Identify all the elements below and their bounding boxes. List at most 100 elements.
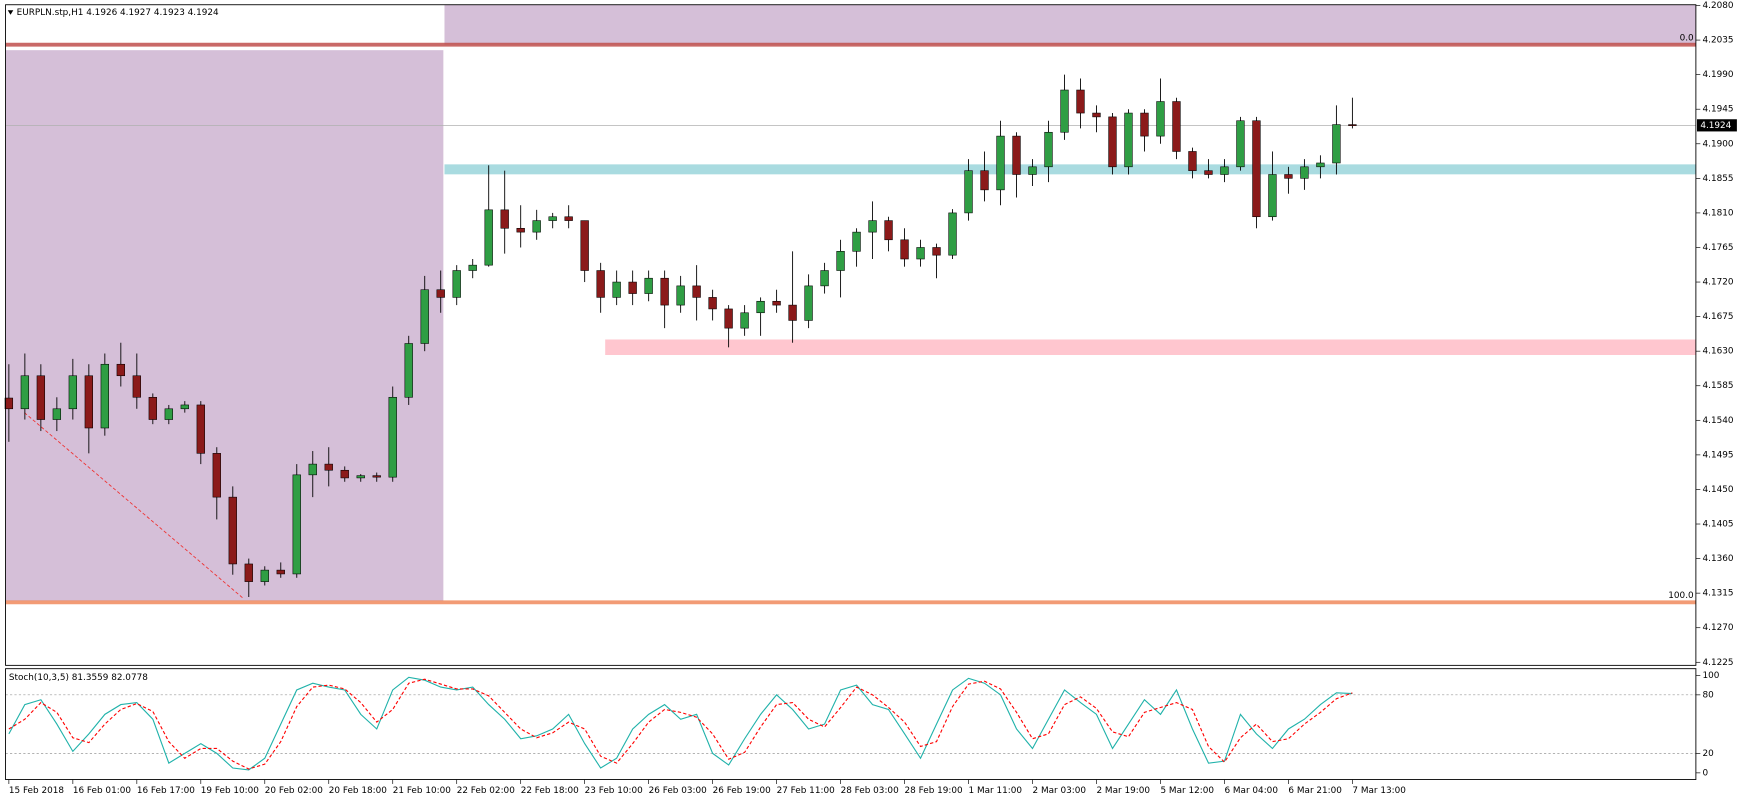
x-tick-label: 28 Feb 19:00 — [905, 786, 963, 796]
y-tick-label: 4.1855 — [1703, 174, 1734, 184]
x-tick-label: 5 Mar 12:00 — [1160, 786, 1214, 796]
candle-body — [308, 463, 317, 476]
fib-label: 100.0 — [1668, 591, 1694, 601]
stoch-frame — [5, 668, 1697, 780]
candle-body — [196, 404, 205, 454]
x-tick-label: 7 Mar 13:00 — [1352, 786, 1406, 796]
candle-body — [1332, 124, 1341, 164]
candle-body — [1028, 166, 1037, 175]
candle-body — [532, 220, 541, 233]
candle-body — [260, 569, 269, 582]
x-tick-label: 22 Feb 18:00 — [521, 786, 579, 796]
candle-body — [708, 297, 717, 310]
candle-body — [932, 247, 941, 256]
y-tick-label: 4.1270 — [1703, 623, 1734, 633]
candle-body — [756, 300, 765, 314]
candle-body — [612, 281, 621, 298]
x-tick-label: 16 Feb 17:00 — [137, 786, 195, 796]
x-tick-label: 6 Mar 21:00 — [1288, 786, 1342, 796]
candle-body — [1140, 112, 1149, 137]
candle-body — [452, 270, 461, 298]
x-tick-label: 22 Feb 02:00 — [457, 786, 515, 796]
demand-zone — [605, 339, 1696, 356]
candle-body — [1076, 89, 1085, 114]
x-tick-label: 21 Feb 10:00 — [393, 786, 451, 796]
candle-body — [820, 270, 829, 287]
candle-body — [980, 170, 989, 191]
y-tick-label: 4.1675 — [1703, 312, 1734, 322]
candle-body — [964, 170, 973, 214]
main-panel: 4.2080 4.2035 4.1990 4.1945 4.1900 4.1855 4.18… — [4, 1, 1737, 668]
candle-body — [84, 375, 93, 429]
y-tick-label: 4.1810 — [1703, 208, 1734, 218]
candle-body — [132, 375, 141, 398]
candle-body — [116, 363, 125, 377]
x-tick-label: 6 Mar 04:00 — [1224, 786, 1278, 796]
candle-body — [948, 212, 957, 256]
candle-body — [1284, 174, 1293, 179]
candle-body — [1060, 89, 1069, 133]
candle-body — [772, 300, 781, 306]
candle-body — [52, 408, 62, 420]
y-tick-label: 4.1315 — [1703, 589, 1734, 599]
candle-body — [20, 375, 30, 410]
support-zone — [444, 164, 1696, 175]
y-tick-label: 4.1720 — [1703, 278, 1734, 288]
x-tick-label: 26 Feb 03:00 — [649, 786, 707, 796]
y-tick-label: 4.1765 — [1703, 243, 1734, 253]
candle-body — [628, 281, 637, 294]
x-tick-label: 15 Feb 2018 — [9, 786, 65, 796]
candle-body — [1092, 112, 1101, 118]
x-tick-label: 16 Feb 01:00 — [73, 786, 131, 796]
x-tick-label: 2 Mar 03:00 — [1033, 786, 1087, 796]
candle-body — [1236, 120, 1245, 168]
candle-body — [484, 209, 493, 266]
candle-body — [372, 475, 381, 478]
y-tick-label: 4.1990 — [1703, 70, 1734, 80]
candle-body — [468, 264, 477, 271]
candle-body — [4, 397, 14, 410]
candle-body — [1108, 116, 1117, 168]
time-zone-box — [444, 4, 1696, 45]
stochastic-panel: 0 20 80 100 — [5, 671, 1720, 778]
candle-body — [548, 216, 557, 221]
x-tick-label: 2 Mar 19:00 — [1096, 786, 1150, 796]
candle-body — [212, 453, 221, 498]
y-tick-label: 4.2035 — [1703, 36, 1734, 46]
candle-body — [228, 496, 237, 565]
y-tick-label: 4.1225 — [1703, 658, 1734, 668]
candle-body — [388, 396, 397, 478]
fib-label: 0.0 — [1680, 34, 1694, 44]
candle-body — [1044, 131, 1053, 168]
menu-arrow — [7, 10, 14, 15]
candle-body — [420, 289, 429, 344]
candle-body — [788, 304, 797, 321]
candle-body — [164, 408, 173, 420]
candle-body — [884, 220, 893, 241]
y-tick-label: 80 — [1703, 690, 1715, 700]
stoch-line — [8, 678, 1353, 770]
bid-label-box — [1696, 119, 1737, 132]
candle-body — [516, 227, 525, 233]
candle-body — [100, 363, 109, 429]
y-tick-label: 100 — [1703, 671, 1720, 681]
candle-body — [1220, 166, 1229, 175]
candle-body — [1300, 166, 1309, 179]
y-tick-label: 4.1405 — [1703, 520, 1734, 530]
candle-body — [1204, 170, 1213, 175]
y-tick-label: 4.1945 — [1703, 105, 1734, 115]
candle-body — [500, 209, 509, 229]
candle-body — [436, 289, 445, 298]
candle-body — [564, 216, 573, 221]
trend-line — [24, 412, 245, 600]
candle-body — [1012, 135, 1021, 175]
candle-body — [276, 569, 285, 575]
candle-body — [1188, 151, 1197, 171]
x-tick-label: 26 Feb 19:00 — [713, 786, 771, 796]
y-tick-label: 20 — [1703, 749, 1715, 759]
candle-body — [1348, 124, 1357, 126]
candle-body — [1124, 112, 1133, 168]
candle-body — [660, 277, 669, 306]
